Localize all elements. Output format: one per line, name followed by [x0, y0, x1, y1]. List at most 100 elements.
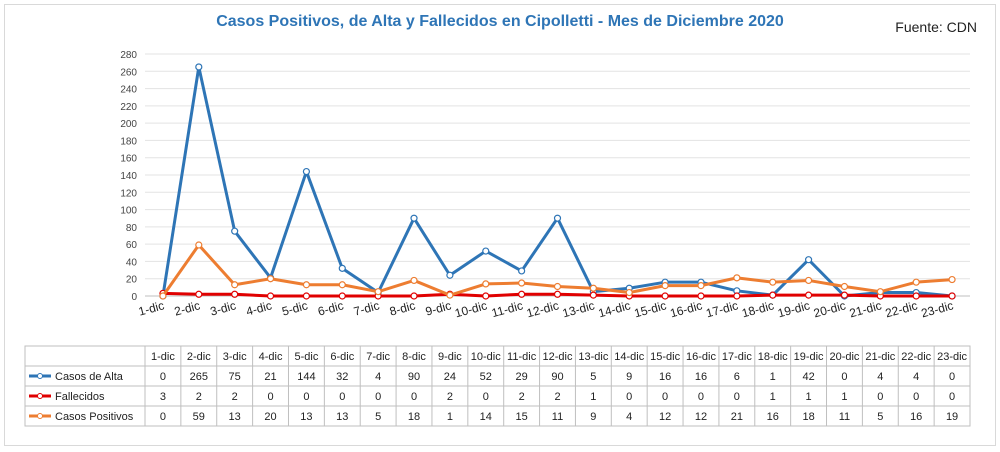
- table-value-cell: 6: [734, 371, 740, 383]
- table-header-cell: 12-dic: [543, 351, 573, 363]
- x-tick-label: 3-dic: [209, 298, 238, 318]
- table-value-cell: 5: [877, 411, 883, 423]
- table-value-cell: 16: [659, 371, 671, 383]
- table-value-cell: 4: [913, 371, 919, 383]
- table-value-cell: 18: [802, 411, 814, 423]
- table-value-cell: 1: [770, 371, 776, 383]
- x-tick-label: 2-dic: [173, 298, 202, 318]
- table-value-cell: 0: [626, 391, 632, 403]
- table-value-cell: 59: [193, 411, 205, 423]
- x-tick-label: 8-dic: [388, 298, 417, 318]
- table-header-cell: 7-dic: [366, 351, 390, 363]
- x-tick-label: 16-dic: [669, 298, 704, 320]
- table-value-cell: 0: [411, 391, 417, 403]
- data-point: [338, 292, 346, 300]
- data-point: [697, 292, 705, 300]
- table-value-cell: 32: [336, 371, 348, 383]
- y-tick-label: 140: [120, 171, 137, 182]
- y-tick-label: 0: [131, 292, 137, 303]
- table-value-cell: 14: [480, 411, 492, 423]
- data-point: [769, 291, 777, 299]
- table-header-cell: 8-dic: [402, 351, 426, 363]
- data-point: [553, 290, 562, 298]
- table-value-cell: 52: [480, 371, 492, 383]
- table-value-cell: 9: [626, 371, 632, 383]
- y-tick-label: 160: [120, 154, 137, 165]
- table-value-cell: 265: [190, 371, 208, 383]
- data-point: [374, 288, 382, 296]
- table-value-cell: 1: [770, 391, 776, 403]
- x-tick-label: 1-dic: [137, 298, 166, 318]
- table-value-cell: 15: [516, 411, 528, 423]
- table-value-cell: 4: [375, 371, 381, 383]
- line-chart: 0204060801001201401601802002202402602801…: [24, 50, 971, 427]
- data-point: [733, 274, 741, 282]
- x-tick-label: 14-dic: [597, 298, 632, 320]
- legend-label: Casos de Alta: [55, 371, 124, 383]
- table-value-cell: 13: [229, 411, 241, 423]
- x-tick-label: 10-dic: [453, 298, 488, 320]
- table-value-cell: 0: [698, 391, 704, 403]
- data-point: [804, 256, 813, 264]
- table-header-cell: 21-dic: [865, 351, 895, 363]
- table-value-cell: 2: [519, 391, 525, 403]
- table-header-cell: 2-dic: [187, 351, 211, 363]
- table-header-cell: 9-dic: [438, 351, 462, 363]
- chart-frame: Casos Positivos, de Alta y Fallecidos en…: [4, 4, 996, 446]
- table-value-cell: 0: [734, 391, 740, 403]
- data-point: [231, 290, 239, 298]
- x-tick-label: 12-dic: [525, 298, 560, 320]
- table-value-cell: 0: [339, 391, 345, 403]
- table-value-cell: 20: [264, 411, 276, 423]
- data-point: [338, 281, 346, 289]
- data-point: [195, 63, 203, 71]
- data-point: [302, 292, 311, 300]
- data-point: [840, 282, 849, 291]
- data-point: [482, 280, 490, 288]
- table-value-cell: 29: [516, 371, 528, 383]
- table-value-cell: 2: [196, 391, 202, 403]
- y-tick-label: 180: [120, 136, 137, 147]
- x-tick-label: 5-dic: [280, 298, 309, 318]
- x-tick-label: 18-dic: [740, 298, 775, 320]
- x-tick-label: 6-dic: [316, 298, 345, 318]
- table-value-cell: 2: [554, 391, 560, 403]
- table-header-cell: 15-dic: [650, 351, 680, 363]
- table-value-cell: 0: [160, 411, 166, 423]
- legend-label: Casos Positivos: [55, 411, 134, 423]
- data-point: [302, 167, 311, 176]
- table-header-cell: 17-dic: [722, 351, 752, 363]
- table-header-cell: 20-dic: [829, 351, 859, 363]
- data-point: [518, 279, 526, 287]
- chart-title: Casos Positivos, de Alta y Fallecidos en…: [216, 13, 784, 30]
- table-value-cell: 13: [336, 411, 348, 423]
- table-value-cell: 2: [447, 391, 453, 403]
- table-value-cell: 1: [447, 411, 453, 423]
- data-point: [948, 275, 956, 284]
- data-point: [589, 284, 597, 292]
- table-value-cell: 0: [949, 391, 955, 403]
- data-point: [625, 288, 633, 297]
- y-tick-label: 40: [126, 257, 138, 268]
- table-header-cell: 16-dic: [686, 351, 716, 363]
- x-tick-label: 23-dic: [920, 298, 955, 320]
- table-value-cell: 12: [659, 411, 671, 423]
- table-header-cell: 18-dic: [758, 351, 788, 363]
- x-tick-label: 9-dic: [424, 298, 453, 318]
- table-value-cell: 18: [408, 411, 420, 423]
- table-value-cell: 0: [160, 371, 166, 383]
- table-value-cell: 16: [767, 411, 779, 423]
- table-value-cell: 11: [839, 411, 850, 423]
- table-header-cell: 6-dic: [330, 351, 354, 363]
- data-point: [231, 227, 239, 235]
- data-point: [231, 281, 239, 289]
- source-label: Fuente: CDN: [895, 19, 977, 35]
- table-value-cell: 2: [232, 391, 238, 403]
- data-point: [553, 214, 562, 222]
- data-point: [912, 278, 920, 286]
- table-value-cell: 0: [267, 391, 273, 403]
- data-point: [876, 288, 884, 296]
- data-point: [410, 292, 418, 300]
- legend-swatch-marker: [37, 413, 43, 419]
- y-tick-label: 240: [120, 85, 137, 96]
